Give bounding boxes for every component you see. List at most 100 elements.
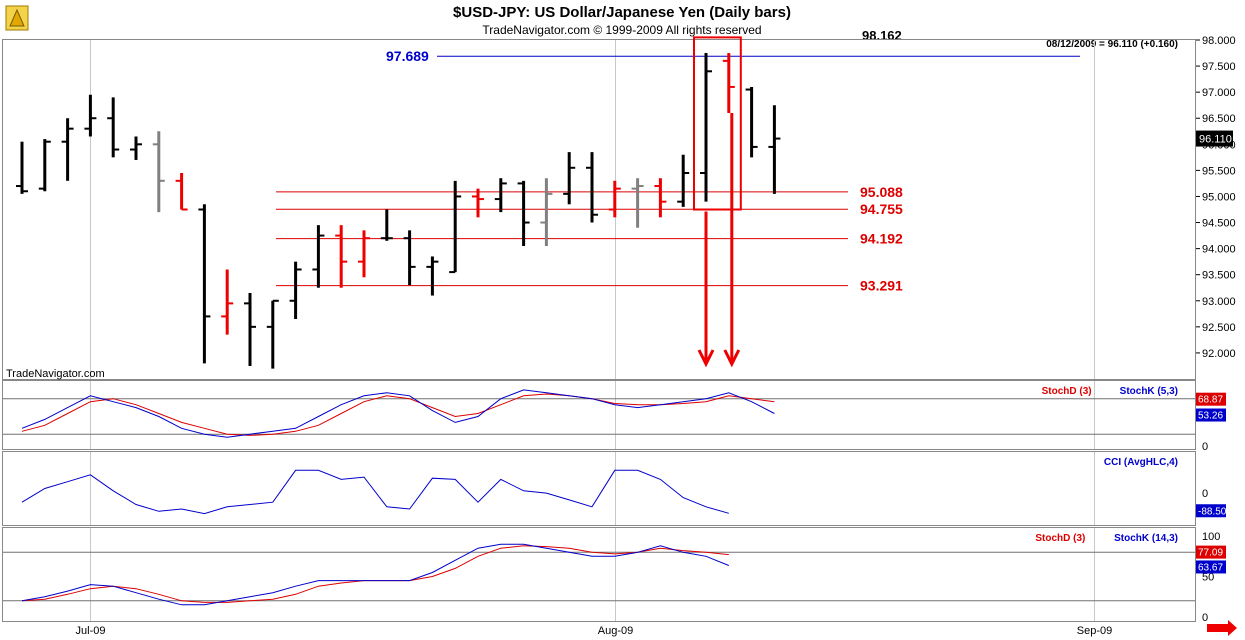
y-tick-label: 93.500 <box>1202 270 1236 282</box>
ohlc-bar <box>449 180 462 274</box>
ohlc-bar <box>722 53 735 114</box>
arrow-head <box>723 349 741 368</box>
y-tick-label: 96.500 <box>1202 113 1236 125</box>
vertical-gridlines <box>90 40 1095 621</box>
series-line <box>21 393 775 436</box>
indicator-panel-3: 0 50 100 StochK (14,3) StochD (3) 77.09 63.67 <box>3 531 1226 624</box>
legend-entry: StochK (14,3) <box>1114 533 1178 544</box>
legend-entry: StochK (5,3) <box>1120 386 1178 397</box>
last-value-box <box>1196 560 1226 574</box>
y-tick-label: 97.000 <box>1202 87 1236 99</box>
series-line <box>21 389 775 438</box>
y-tick-label: 94.500 <box>1202 218 1236 230</box>
y-tick-label: 92.500 <box>1202 322 1236 334</box>
level-label: 94.192 <box>860 231 903 247</box>
last-price-label: 96.110 <box>1199 134 1232 146</box>
y-tick-label: 0 <box>1202 441 1208 453</box>
watermark-text: TradeNavigator.com <box>6 368 105 380</box>
last-value-box <box>1196 504 1226 518</box>
ohlc-bar <box>654 178 667 218</box>
x-tick-label: Jul-09 <box>76 625 106 637</box>
y-tick-label: 0 <box>1202 612 1208 624</box>
last-value-label: 68.87 <box>1198 395 1223 406</box>
ohlc-bar <box>700 53 712 202</box>
ohlc-bar <box>289 261 302 320</box>
ohlc-bar <box>61 118 74 181</box>
down-arrow-icon <box>697 211 715 368</box>
annotation <box>693 36 742 368</box>
ohlc-bar <box>586 152 598 223</box>
level-label: 95.088 <box>860 184 903 200</box>
ohlc-bar <box>494 178 507 213</box>
ohlc-bar <box>221 269 234 335</box>
ohlc-bar <box>426 256 439 296</box>
series-line <box>21 545 729 603</box>
last-value-box <box>1196 392 1226 406</box>
ohlc-bar <box>335 225 348 288</box>
ohlc-bar <box>358 230 370 278</box>
ohlc-bar <box>472 188 484 218</box>
y-tick-label: 0 <box>1202 488 1208 500</box>
ohlc-bar <box>38 139 51 192</box>
ohlc-bar <box>312 225 325 288</box>
last-value-box <box>1196 545 1226 559</box>
scroll-right-arrow-icon[interactable] <box>1207 620 1237 636</box>
y-tick-label: 97.500 <box>1202 61 1236 73</box>
last-value-label: 53.26 <box>1198 411 1223 422</box>
legend-entry: StochD (3) <box>1035 533 1085 544</box>
series-line <box>21 469 729 515</box>
ohlc-bar <box>517 180 530 247</box>
ohlc-bar <box>198 204 211 364</box>
x-axis: Jul-09 Aug-09 Sep-09 <box>76 625 1113 637</box>
panel-frames <box>2 39 1196 622</box>
ohlc-bar <box>768 105 781 194</box>
y-tick-label: 95.500 <box>1202 165 1236 177</box>
legend-entry: CCI (AvgHLC,4) <box>1104 457 1178 468</box>
y-tick-label: 98.000 <box>1202 35 1236 47</box>
indicator-panels: 0 StochK (5,3) StochD (3) 68.87 53.26 0 CCI (A… <box>3 386 1227 624</box>
ohlc-bar <box>16 141 28 194</box>
ohlc-bar <box>540 178 553 247</box>
last-value-label: -88.50 <box>1198 506 1227 517</box>
x-tick-label: Aug-09 <box>598 625 633 637</box>
last-value-box <box>1196 408 1226 422</box>
ohlc-bar <box>107 97 120 158</box>
down-arrow-icon <box>723 113 741 368</box>
ohlc-bar <box>380 209 393 241</box>
ohlc-bar <box>563 152 576 205</box>
series-line <box>21 543 729 606</box>
ohlc-bar <box>266 299 279 369</box>
x-tick-label: Sep-09 <box>1077 625 1112 637</box>
level-label: 97.689 <box>386 48 429 64</box>
y-tick-label: 100 <box>1202 531 1220 543</box>
arrow-head <box>697 349 715 368</box>
y-tick-label: 95.000 <box>1202 191 1236 203</box>
legend-entry: StochD (3) <box>1042 386 1092 397</box>
ohlc-bar <box>130 136 142 160</box>
y-tick-label: 92.000 <box>1202 348 1236 360</box>
level-label: 94.755 <box>860 201 903 217</box>
ohlc-bar <box>175 172 188 211</box>
last-price-box <box>1196 130 1233 147</box>
last-value-label: 77.09 <box>1198 548 1223 559</box>
copyright-text: TradeNavigator.com © 1999-2009 All right… <box>482 23 761 37</box>
highlight-box <box>693 36 742 211</box>
chart-title: $USD-JPY: US Dollar/Japanese Yen (Daily … <box>453 4 791 21</box>
ohlc-bar <box>608 180 621 218</box>
indicator-panel-2: 0 CCI (AvgHLC,4) -88.50 <box>21 457 1227 518</box>
ohlc-bar <box>631 178 644 228</box>
ohlc-bar <box>244 292 256 366</box>
ohlc-bar <box>677 154 690 207</box>
last-value-label: 63.67 <box>1198 562 1223 573</box>
y-tick-label: 93.000 <box>1202 296 1236 308</box>
ohlc-bar <box>745 86 758 158</box>
ohlc-bar <box>84 94 97 137</box>
y-tick-label: 50 <box>1202 572 1214 584</box>
logo-icon[interactable] <box>5 5 29 31</box>
indicator-panel-1: 0 StochK (5,3) StochD (3) 68.87 53.26 <box>3 386 1226 453</box>
clipped-price-label: 98.162 <box>862 28 902 43</box>
price-bars <box>16 53 781 369</box>
status-readout: 08/12/2009 = 96.110 (+0.160) <box>1046 39 1178 50</box>
